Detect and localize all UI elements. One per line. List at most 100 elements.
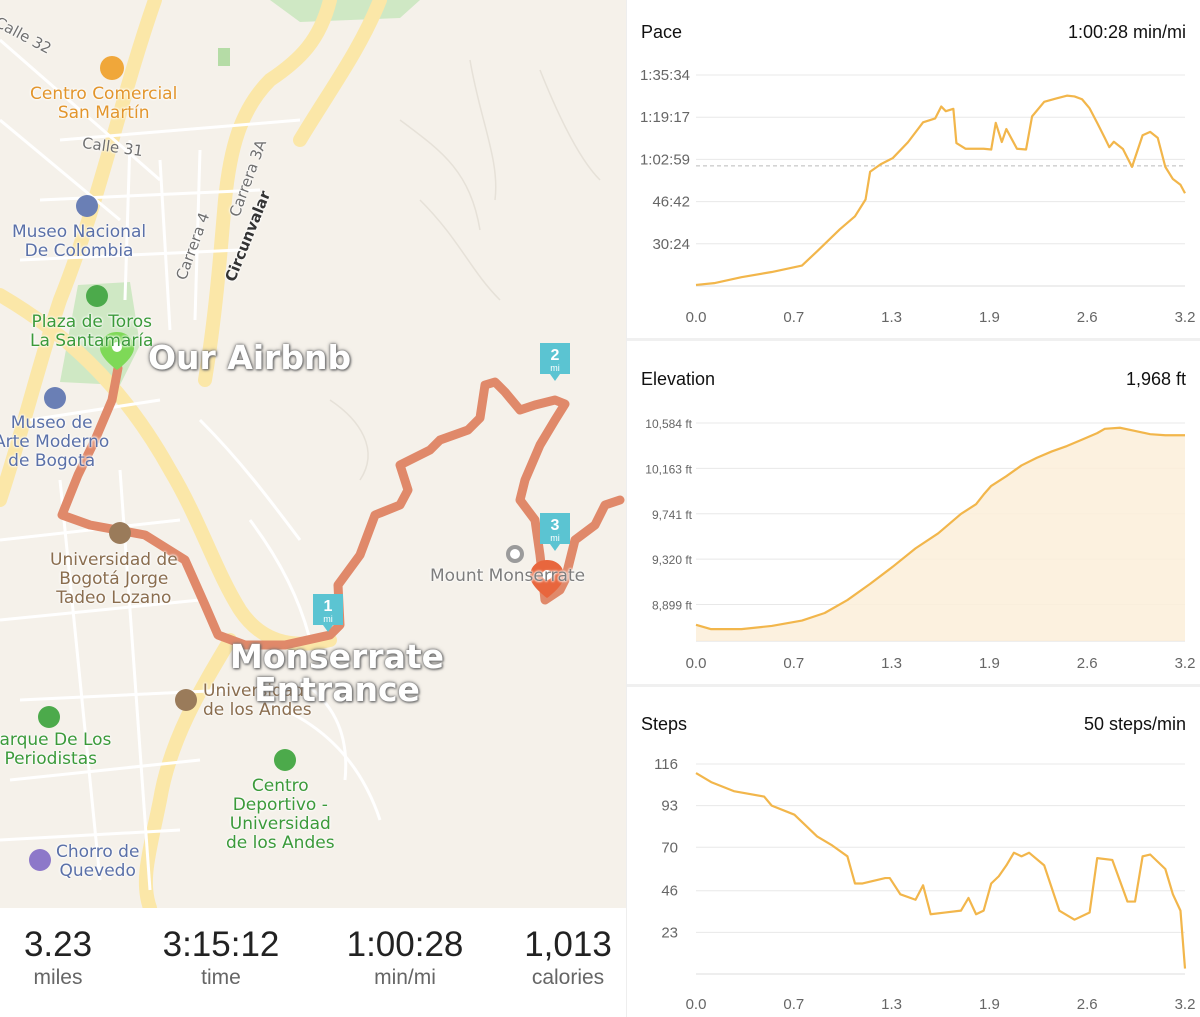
annotation-monserrate-entrance: Monserrate Entrance [230,637,445,709]
hill-paths [329,59,601,481]
mile-marker-3[interactable]: 3 mi [540,513,570,551]
mile-marker-unit: mi [550,363,560,373]
university-icon [175,689,197,711]
poi-label-universidad-bogota: Universidad de Bogotá Jorge Tadeo Lozano [50,550,178,609]
museum-icon [76,195,98,217]
x-tick-label: 0.7 [783,996,804,1013]
pace-chart-panel: Pace 1:00:28 min/mi 1:35:34 1:19:17 1:02:5… [627,0,1200,338]
elevation-area [696,427,1185,641]
chart-divider [627,338,1200,341]
y-tick-label: 23 [661,924,678,941]
y-tick-label: 46 [661,883,678,900]
poi-label-museo-nacional: Museo Nacional De Colombia [12,222,147,262]
start-pin-icon[interactable] [100,332,134,370]
steps-chart-title: Steps [641,714,688,734]
activity-stats-bar: 3.23 miles 3:15:12 time 1:00:28 min/mi 1… [0,908,626,1017]
mile-marker-2[interactable]: 2 mi [540,343,570,381]
museum-icon [44,387,66,409]
x-tick-label: 0.0 [686,655,707,672]
x-tick-label: 1.3 [881,996,902,1013]
shopping-icon [100,56,124,80]
x-tick-label: 1.3 [881,655,902,672]
map-canvas[interactable]: 1 mi 2 mi 3 mi [0,0,626,908]
y-tick-label: 9,741 ft [652,508,693,522]
mile-marker-1[interactable]: 1 mi [313,594,343,632]
y-tick-label: 8,899 ft [652,598,693,612]
y-tick-label: 30:24 [652,236,690,253]
y-tick-label: 70 [661,839,678,856]
route-map[interactable]: 1 mi 2 mi 3 mi Calle 32 Centro Comercial… [0,0,626,908]
summit-icon [506,545,524,563]
x-tick-label: 2.6 [1077,996,1098,1013]
stat-time-label: time [201,965,241,989]
y-tick-label: 10,163 ft [645,462,692,476]
major-roads [0,0,387,908]
park-area [218,48,230,66]
mile-marker-unit: mi [550,533,560,543]
poi-label-centro-comercial: Centro Comercial San Martín [30,84,178,124]
x-tick-label: 0.7 [783,309,804,326]
steps-chart-panel: Steps 50 steps/min 116 93 70 46 23 0.0 0.7 1.3 1… [627,687,1200,1017]
sports-icon [274,749,296,771]
y-tick-label: 10,584 ft [645,417,692,431]
park-icon [38,706,60,728]
annotation-our-airbnb: Our Airbnb [148,338,352,377]
y-tick-label: 93 [661,798,678,815]
elevation-chart[interactable]: 10,584 ft 10,163 ft 9,741 ft 9,320 ft 8,899 … [627,341,1200,684]
y-tick-label: 9,320 ft [652,553,693,567]
stadium-icon [86,285,108,307]
mile-marker-number: 1 [324,598,333,615]
x-tick-label: 2.6 [1077,309,1098,326]
x-tick-label: 1.3 [881,309,902,326]
stat-calories-label: calories [531,965,605,989]
stat-pace-value: 1:00:28 [346,925,464,964]
landmark-icon [29,849,51,871]
stat-pace: 1:00:28 min/mi [330,925,480,990]
x-tick-label: 1.9 [979,655,1000,672]
steps-chart-value: 50 steps/min [1083,714,1186,734]
stat-distance: 3.23 miles [0,925,133,990]
poi-label-centro-deportivo: Centro Deportivo - Universidad de los An… [226,776,335,854]
x-tick-label: 3.2 [1175,655,1196,672]
x-tick-label: 3.2 [1175,996,1196,1013]
x-tick-label: 0.0 [686,996,707,1013]
mile-marker-number: 2 [551,347,560,364]
stat-time-value: 3:15:12 [162,925,280,964]
x-tick-label: 0.7 [783,655,804,672]
university-icon [109,522,131,544]
elevation-chart-value: 1,968 ft [1125,369,1186,389]
series-line [695,772,1187,969]
pace-chart[interactable]: 1:35:34 1:19:17 1:02:59 46:42 30:24 0.0 0.7 1.3… [627,0,1200,338]
elevation-chart-panel: Elevation 1,968 ft 10,584 ft 10,163 ft 9,7… [627,341,1200,684]
x-tick-label: 2.6 [1077,655,1098,672]
poi-label-museo-arte-moderno: Museo de Arte Moderno de Bogota [0,413,110,472]
minor-roads [0,38,382,891]
poi-icons [29,56,524,871]
y-tick-label: 116 [654,756,678,773]
x-tick-label: 3.2 [1175,309,1196,326]
stat-calories: 1,013 calories [493,925,643,990]
y-tick-label: 1:19:17 [640,109,690,126]
chart-divider [627,684,1200,687]
park-area [270,0,420,22]
stat-distance-value: 3.23 [23,925,93,964]
y-tick-label: 46:42 [652,194,690,211]
poi-label-chorro-quevedo: Chorro de Quevedo [56,842,140,882]
poi-label-plaza-de-toros: Plaza de Toros La Santamaría [30,312,154,352]
panel-divider [626,0,627,1017]
steps-chart[interactable]: 116 93 70 46 23 0.0 0.7 1.3 1.9 2.6 3.2 [627,687,1200,1017]
series-line [695,426,1185,631]
x-tick-label: 1.9 [979,996,1000,1013]
poi-label-parque-periodistas: Parque De Los Periodistas [0,730,112,770]
stat-distance-label: miles [33,965,83,989]
series-line [695,94,1186,287]
x-tick-label: 0.0 [686,309,707,326]
route-path [57,363,625,650]
end-pin-icon[interactable] [530,560,564,598]
pace-chart-title: Pace [641,22,683,42]
y-tick-label: 1:02:59 [640,151,690,168]
stat-pace-label: min/mi [374,965,436,989]
poi-label-mount-monserrate: Mount Monserrate [430,566,586,586]
elevation-chart-title: Elevation [641,369,716,389]
y-tick-label: 1:35:34 [640,67,690,84]
